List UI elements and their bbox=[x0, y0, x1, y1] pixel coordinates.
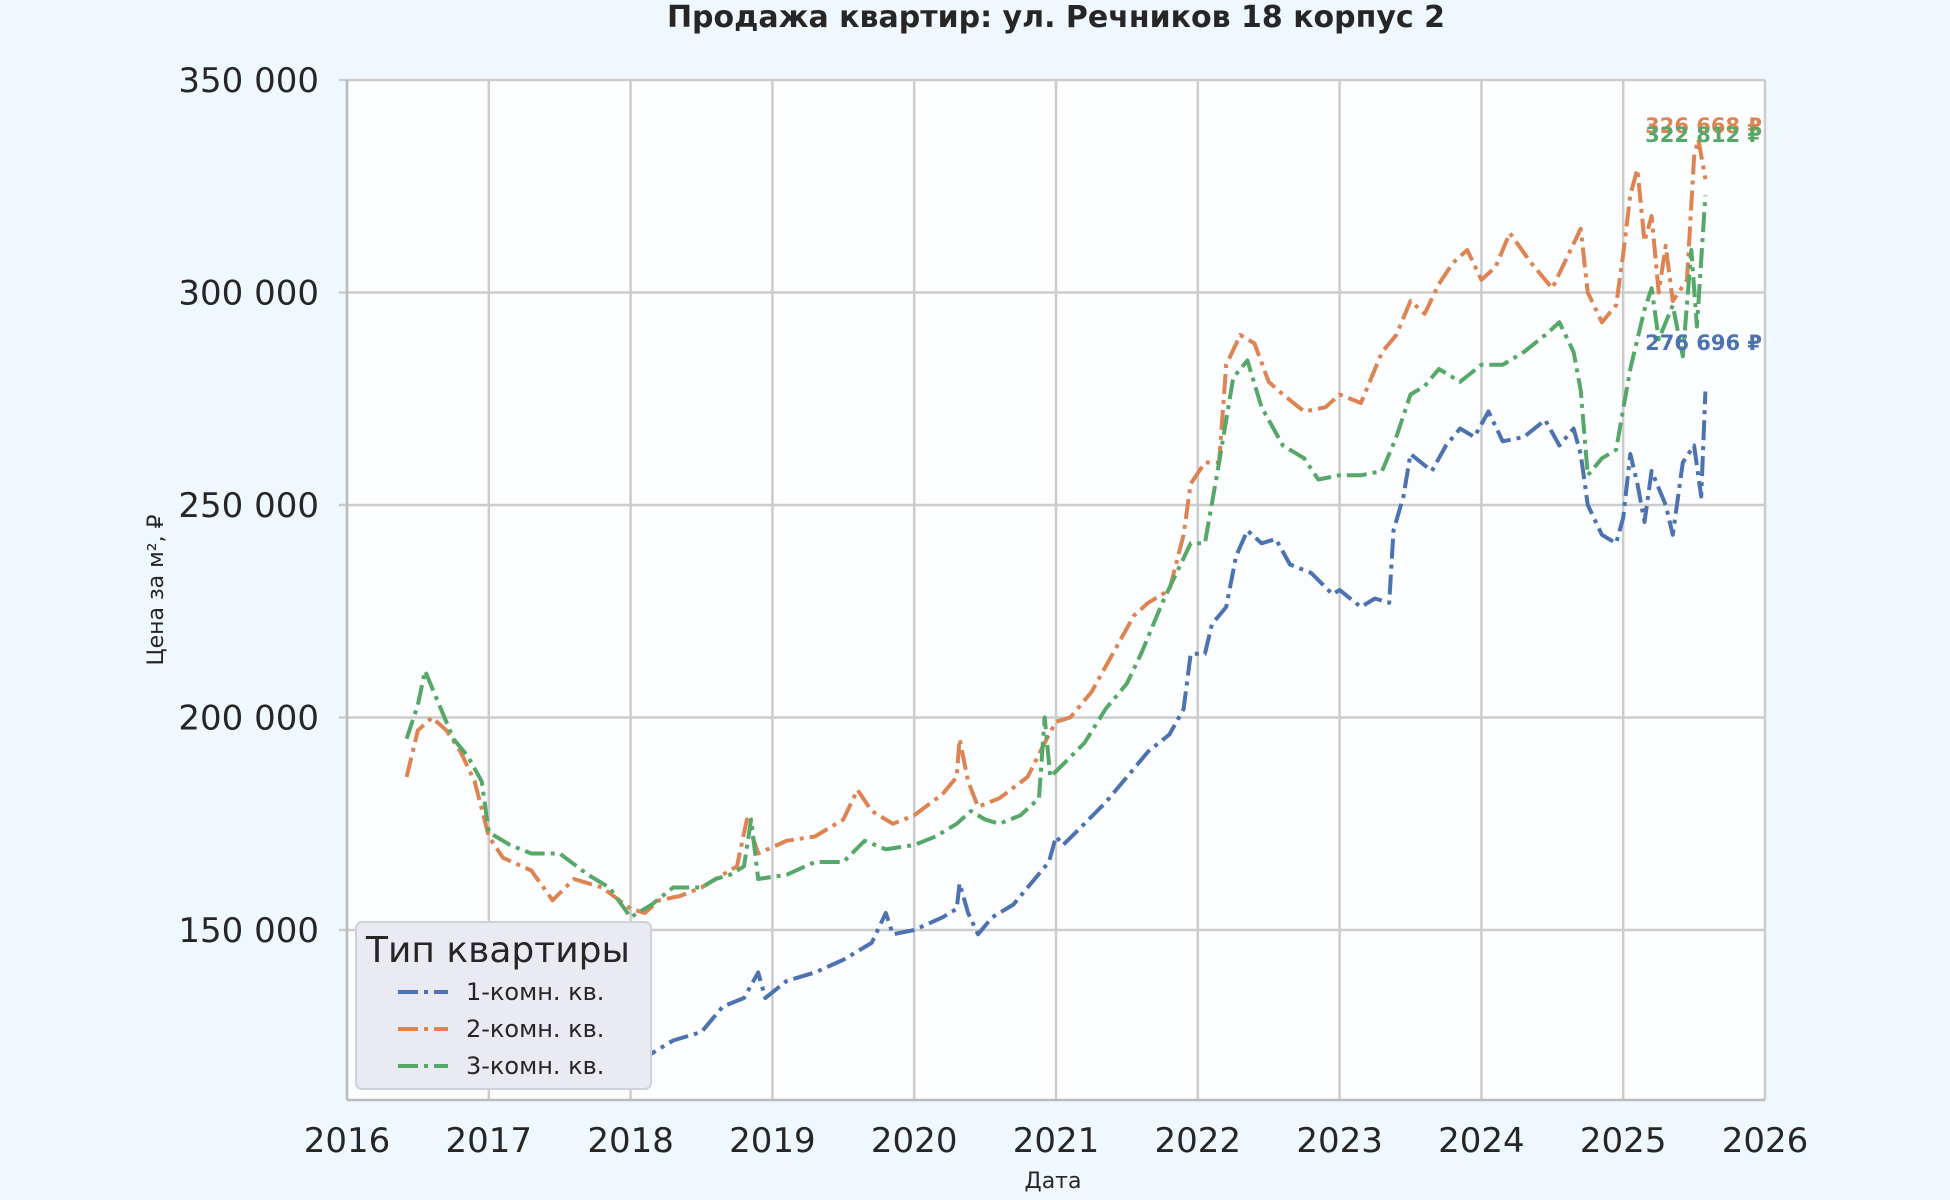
y-tick-label: 250 000 bbox=[178, 486, 319, 526]
x-tick-label: 2018 bbox=[587, 1121, 674, 1161]
x-tick-label: 2023 bbox=[1296, 1121, 1383, 1161]
chart-title: Продажа квартир: ул. Речников 18 корпус … bbox=[667, 0, 1445, 35]
legend-item-label: 1-комн. кв. bbox=[466, 978, 604, 1006]
series-line bbox=[404, 195, 1708, 920]
legend: Тип квартиры 1-комн. кв. 2-комн. кв. 3-ком… bbox=[355, 921, 652, 1090]
x-tick-label: 2025 bbox=[1580, 1121, 1667, 1161]
legend-items: 1-комн. кв. 2-комн. кв. 3-комн. кв. bbox=[398, 978, 604, 1080]
x-tick-label: 2020 bbox=[871, 1121, 958, 1161]
legend-item-label: 2-комн. кв. bbox=[466, 1015, 604, 1043]
x-axis-label: Дата bbox=[1025, 1169, 1082, 1194]
x-tick-label: 2021 bbox=[1013, 1121, 1100, 1161]
x-tick-label: 2024 bbox=[1438, 1121, 1525, 1161]
end-labels: 276 696 ₽ 326 668 ₽322 812 ₽ bbox=[1645, 114, 1762, 355]
y-tick-label: 150 000 bbox=[178, 911, 319, 951]
x-tick-label: 2016 bbox=[304, 1121, 391, 1161]
series-lines bbox=[404, 137, 1708, 1060]
legend-item-label: 3-комн. кв. bbox=[466, 1052, 604, 1080]
legend-box bbox=[355, 921, 652, 1090]
y-tick-label: 200 000 bbox=[178, 699, 319, 739]
end-value-label: 326 668 ₽ bbox=[1645, 114, 1762, 138]
end-value-label: 276 696 ₽ bbox=[1645, 331, 1762, 355]
axes: 2016 2017 2018 2019 2020 2021 2022 2023 2024 2025… bbox=[178, 61, 1808, 1161]
y-tick-label: 300 000 bbox=[178, 274, 319, 314]
y-tick-label: 350 000 bbox=[178, 61, 319, 101]
legend-title: Тип квартиры bbox=[365, 930, 630, 971]
x-tick-label: 2017 bbox=[446, 1121, 533, 1161]
x-tick-label: 2026 bbox=[1722, 1121, 1809, 1161]
x-tick-label: 2019 bbox=[729, 1121, 816, 1161]
end-value-label: 322 812 ₽ bbox=[1645, 123, 1762, 147]
x-tick-label: 2022 bbox=[1155, 1121, 1242, 1161]
series-line bbox=[405, 391, 1708, 1060]
y-axis-label: Цена за м², ₽ bbox=[144, 514, 169, 665]
series-line bbox=[404, 137, 1708, 915]
grid-lines bbox=[345, 78, 1767, 1100]
